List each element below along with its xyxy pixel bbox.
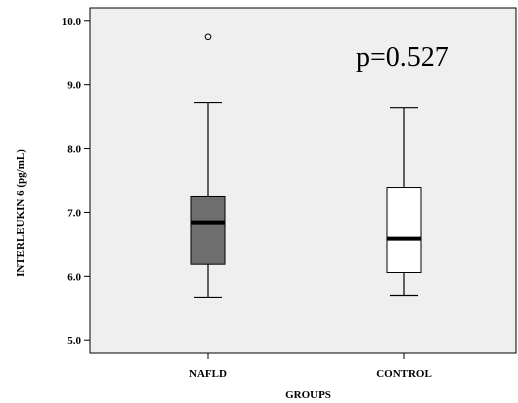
x-axis: NAFLD CONTROL — [189, 353, 432, 380]
boxes — [190, 33, 422, 299]
iqr-box — [386, 187, 422, 273]
x-tick-label-nafld: NAFLD — [189, 368, 227, 380]
y-tick-label-1: 6.0 — [67, 271, 81, 283]
p-value-annotation: p=0.527 — [356, 42, 449, 73]
y-tick-label-3: 8.0 — [67, 144, 81, 156]
y-tick-label-4: 9.0 — [67, 80, 81, 92]
iqr-box — [190, 195, 226, 265]
y-tick-label-2: 7.0 — [67, 207, 81, 219]
y-axis: 5.0 6.0 7.0 8.0 9.0 10.0 — [62, 16, 90, 347]
box-nafld — [190, 33, 226, 299]
x-tick-label-control: CONTROL — [376, 368, 432, 380]
y-tick-label-5: 10.0 — [62, 16, 82, 28]
outlier-0 — [204, 33, 212, 41]
y-axis-title: INTERLEUKIN 6 (pg/mL) — [15, 149, 27, 277]
plot-area — [89, 7, 517, 354]
y-tick-label-0: 5.0 — [67, 335, 81, 347]
x-axis-title: GROUPS — [285, 389, 331, 401]
box-control — [386, 107, 422, 297]
